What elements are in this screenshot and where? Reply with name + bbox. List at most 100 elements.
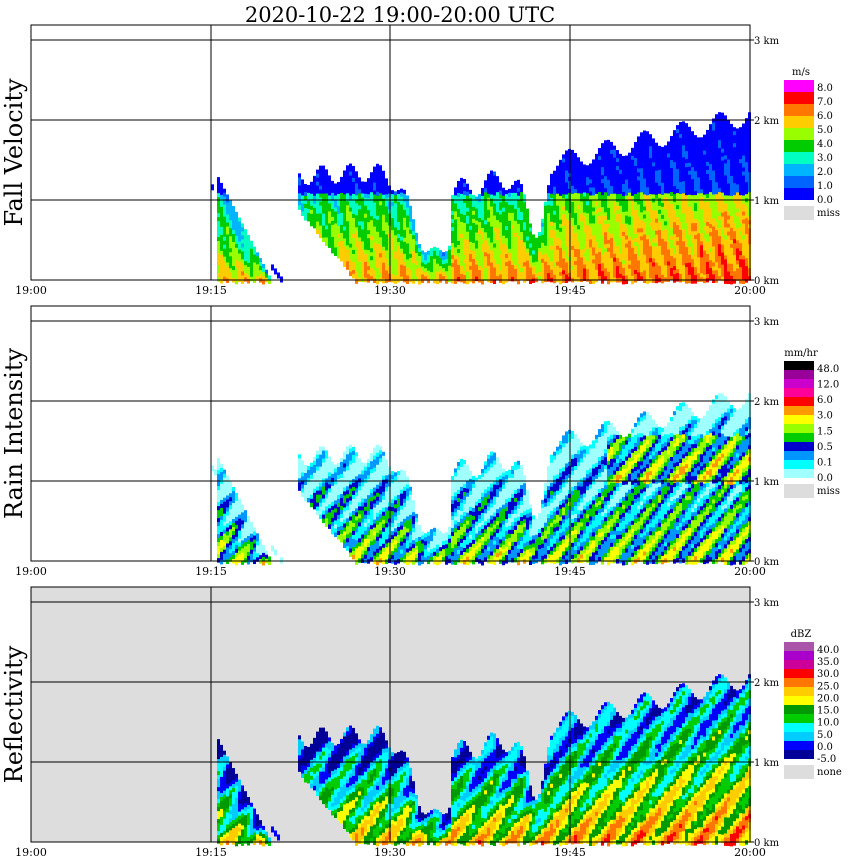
echo-cell bbox=[736, 256, 739, 261]
echo-cell bbox=[730, 275, 733, 281]
echo-cell bbox=[652, 182, 655, 187]
echo-cell bbox=[352, 466, 355, 472]
echo-cell bbox=[334, 520, 337, 525]
echo-cell bbox=[355, 520, 358, 525]
echo-cell bbox=[628, 248, 631, 254]
echo-cell bbox=[340, 529, 343, 535]
echo-cell bbox=[361, 225, 364, 230]
echo-cell bbox=[661, 266, 664, 272]
echo-cell bbox=[313, 215, 316, 221]
echo-cell bbox=[406, 263, 409, 268]
echo-cell bbox=[223, 545, 226, 551]
echo-cell bbox=[640, 256, 643, 261]
echo-cell bbox=[244, 550, 247, 555]
echo-cell bbox=[628, 152, 631, 158]
echo-cell bbox=[733, 259, 736, 264]
echo-cell bbox=[529, 243, 532, 249]
echo-cell bbox=[739, 251, 742, 256]
echo-cell bbox=[469, 245, 472, 251]
echo-cell bbox=[364, 257, 367, 263]
echo-cell bbox=[472, 198, 475, 204]
echo-cell bbox=[595, 245, 598, 251]
echo-cell bbox=[226, 270, 229, 275]
echo-cell bbox=[601, 147, 604, 152]
echo-cell bbox=[700, 193, 703, 198]
echo-cell bbox=[715, 170, 718, 175]
echo-cell bbox=[571, 221, 574, 227]
echo-cell bbox=[727, 271, 730, 277]
echo-cell bbox=[658, 269, 661, 275]
echo-cell bbox=[649, 242, 652, 247]
echo-cell bbox=[253, 266, 256, 272]
echo-cell bbox=[232, 266, 235, 271]
echo-cell bbox=[739, 179, 742, 184]
echo-cell bbox=[622, 191, 625, 197]
echo-cell bbox=[373, 186, 376, 192]
echo-cell bbox=[517, 199, 520, 205]
echo-cell bbox=[562, 234, 565, 239]
echo-cell bbox=[334, 203, 337, 208]
echo-cell bbox=[550, 241, 553, 247]
echo-cell bbox=[355, 500, 358, 505]
echo-cell bbox=[736, 152, 739, 157]
echo-cell bbox=[604, 244, 607, 249]
echo-cell bbox=[337, 217, 340, 223]
echo-cell bbox=[298, 181, 301, 186]
echo-cell bbox=[526, 276, 529, 282]
echo-cell bbox=[613, 145, 616, 151]
echo-cell bbox=[577, 169, 580, 174]
echo-cell bbox=[505, 234, 508, 239]
echo-cell bbox=[481, 239, 484, 245]
echo-cell bbox=[736, 272, 739, 277]
echo-cell bbox=[343, 206, 346, 211]
echo-cell bbox=[682, 145, 685, 150]
echo-cell bbox=[340, 493, 343, 499]
echo-cell bbox=[340, 208, 343, 214]
echo-cell bbox=[673, 174, 676, 179]
echo-cell bbox=[577, 173, 580, 178]
echo-cell bbox=[349, 540, 352, 546]
echo-cell bbox=[577, 157, 580, 162]
echo-cell bbox=[703, 206, 706, 212]
echo-cell bbox=[676, 233, 679, 238]
echo-cell bbox=[676, 197, 679, 202]
echo-cell bbox=[631, 267, 634, 273]
echo-cell bbox=[640, 156, 643, 161]
echo-cell bbox=[322, 173, 325, 179]
echo-cell bbox=[499, 194, 502, 199]
echo-cell bbox=[679, 133, 682, 139]
echo-cell bbox=[493, 171, 496, 177]
echo-cell bbox=[409, 237, 412, 243]
echo-cell bbox=[232, 511, 235, 516]
echo-cell bbox=[622, 235, 625, 241]
echo-cell bbox=[415, 244, 418, 250]
echo-cell bbox=[460, 245, 463, 251]
echo-cell bbox=[487, 229, 490, 235]
echo-cell bbox=[406, 279, 409, 284]
echo-cell bbox=[250, 529, 253, 535]
echo-cell bbox=[697, 229, 700, 234]
echo-cell bbox=[343, 503, 346, 508]
echo-cell bbox=[619, 181, 622, 187]
echo-cell bbox=[313, 191, 316, 197]
echo-cell bbox=[331, 184, 334, 190]
echo-cell bbox=[445, 251, 448, 256]
echo-cell bbox=[739, 131, 742, 136]
echo-cell bbox=[694, 255, 697, 260]
echo-cell bbox=[688, 270, 691, 276]
echo-cell bbox=[436, 255, 439, 261]
echo-cell bbox=[628, 184, 631, 190]
echo-cell bbox=[709, 152, 712, 157]
echo-cell bbox=[739, 263, 742, 268]
echo-cell bbox=[397, 218, 400, 223]
echo-cell bbox=[700, 205, 703, 210]
echo-cell bbox=[451, 227, 454, 232]
echo-cell bbox=[529, 255, 532, 261]
echo-cell bbox=[700, 245, 703, 250]
echo-cell bbox=[724, 183, 727, 188]
echo-cell bbox=[631, 235, 634, 241]
echo-cell bbox=[529, 251, 532, 257]
echo-cell bbox=[229, 228, 232, 233]
echo-cell bbox=[643, 158, 646, 164]
echo-cell bbox=[511, 200, 514, 206]
